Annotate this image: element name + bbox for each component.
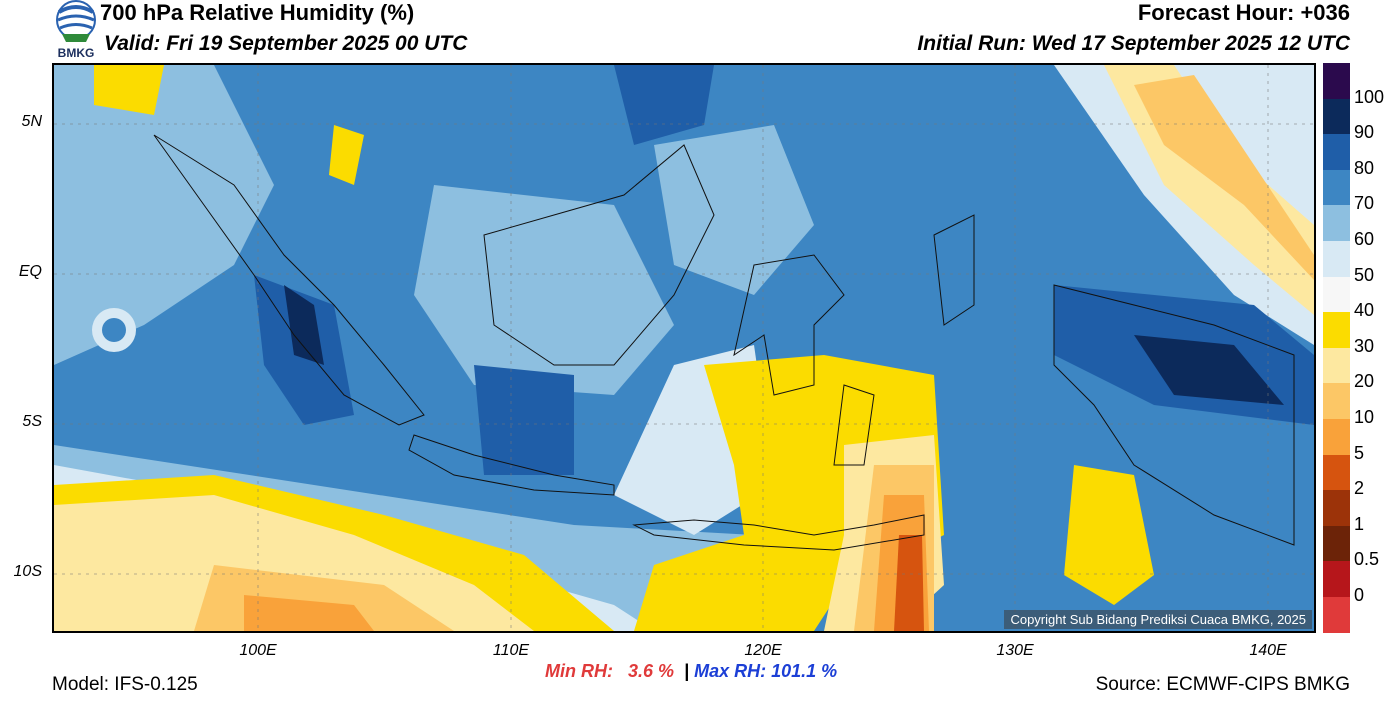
colorbar-swatch — [1323, 597, 1350, 634]
lat-label-5s: 5S — [22, 413, 42, 430]
initial-run: Initial Run: Wed 17 September 2025 12 UT… — [917, 32, 1350, 55]
valid-time: Valid: Fri 19 September 2025 00 UTC — [104, 32, 468, 55]
colorbar-swatch — [1323, 241, 1350, 278]
colorbar-label: 5 — [1354, 442, 1365, 463]
lon-label-140e: 140E — [1249, 642, 1287, 659]
map-field — [54, 65, 1314, 631]
colorbar-swatch — [1323, 63, 1350, 100]
colorbar-label: 70 — [1354, 193, 1375, 214]
colorbar-label: 20 — [1354, 371, 1375, 392]
colorbar-swatch — [1323, 169, 1350, 206]
colorbar-label: 2 — [1354, 478, 1365, 499]
colorbar-label: 0 — [1354, 585, 1365, 605]
lon-label-120e: 120E — [744, 642, 782, 659]
colorbar-label: 30 — [1354, 335, 1375, 356]
lon-label-110e: 110E — [492, 642, 530, 659]
colorbar-swatch — [1323, 347, 1350, 384]
colorbar-label: 40 — [1354, 300, 1375, 321]
humidity-map — [52, 63, 1316, 633]
lon-label-130e: 130E — [996, 642, 1034, 659]
colorbar-swatch — [1323, 454, 1350, 491]
max-rh-label: Max RH: — [694, 661, 767, 681]
colorbar-swatch — [1323, 276, 1350, 313]
copyright-note: Copyright Sub Bidang Prediksi Cuaca BMKG… — [1004, 610, 1312, 629]
colorbar-swatch — [1323, 205, 1350, 242]
colorbar-label: 0.5 — [1354, 549, 1380, 570]
lat-label-5n: 5N — [21, 113, 42, 130]
lat-label-eq: EQ — [18, 263, 42, 280]
colorbar-label: 100 — [1354, 86, 1385, 107]
colorbar-label: 60 — [1354, 229, 1375, 249]
colorbar-swatch — [1323, 134, 1350, 171]
colorbar-label: 50 — [1354, 264, 1375, 285]
colorbar-label: 80 — [1354, 157, 1375, 178]
colorbar-label: 90 — [1354, 122, 1375, 143]
colorbar-swatch — [1323, 561, 1350, 598]
chart-title: 700 hPa Relative Humidity (%) — [100, 0, 415, 25]
colorbar-label: 1 — [1354, 513, 1365, 534]
colorbar-swatch — [1323, 419, 1350, 456]
model-name: Model: IFS-0.125 — [52, 674, 198, 695]
minmax-separator: | — [684, 661, 690, 681]
colorbar-swatch — [1323, 525, 1350, 562]
min-max-readout: Min RH: 3.6 % | Max RH: 101.1 % — [545, 661, 837, 682]
min-rh-label: Min RH: — [545, 661, 613, 681]
colorbar-swatch — [1323, 98, 1350, 135]
logo-text: BMKG — [57, 46, 95, 60]
colorbar-label: 10 — [1354, 407, 1375, 427]
bmkg-logo — [56, 0, 96, 42]
min-rh-value: 3.6 % — [628, 661, 675, 681]
forecast-hour: Forecast Hour: +036 — [1137, 0, 1350, 25]
colorbar-swatch — [1323, 312, 1350, 349]
max-rh-value: 101.1 % — [771, 661, 838, 681]
colorbar-swatch — [1323, 490, 1350, 527]
lat-label-10s: 10S — [13, 563, 42, 580]
data-source: Source: ECMWF-CIPS BMKG — [1095, 674, 1350, 695]
lon-label-100e: 100E — [239, 642, 277, 659]
colorbar-swatch — [1323, 383, 1350, 420]
